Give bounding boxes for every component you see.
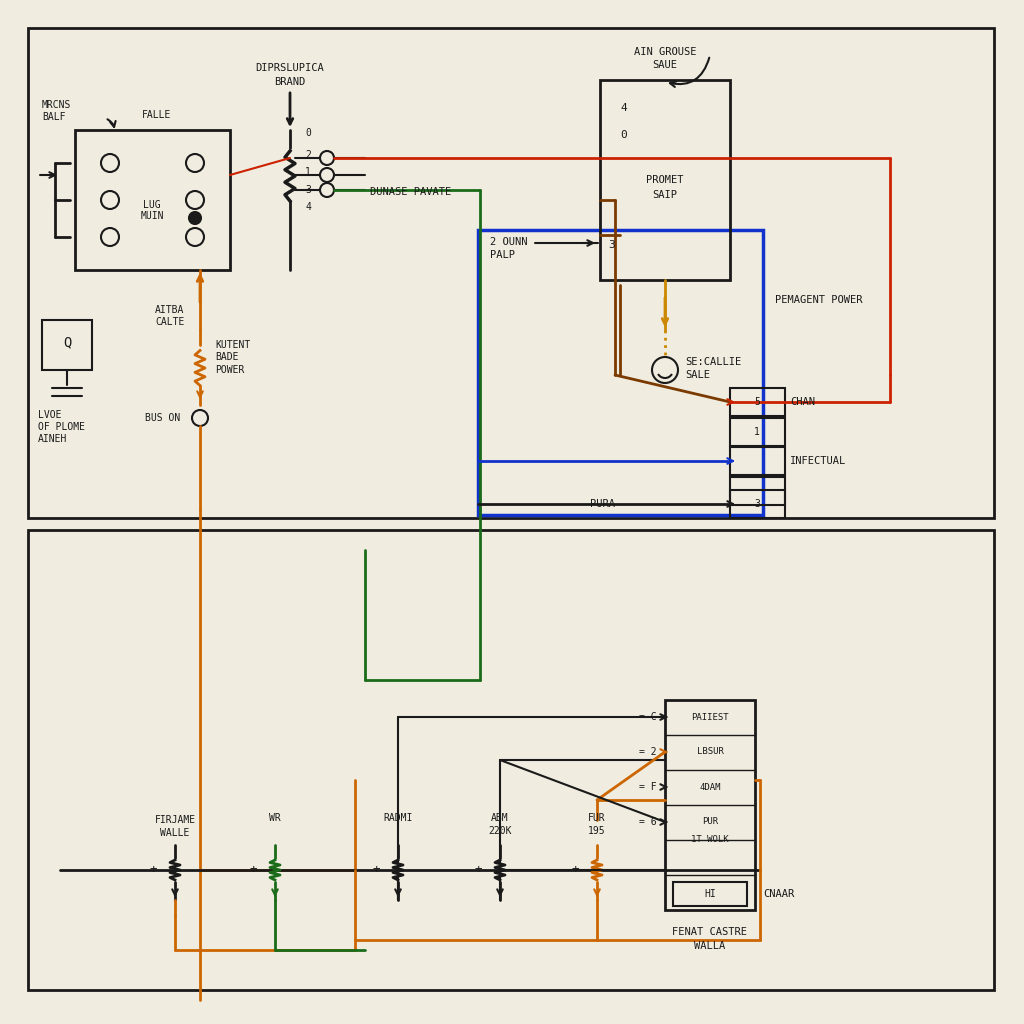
Text: 1: 1 xyxy=(754,427,760,437)
Text: SAIP: SAIP xyxy=(652,190,678,200)
Text: 195: 195 xyxy=(588,826,606,836)
Bar xyxy=(673,882,746,906)
Text: LBSUR: LBSUR xyxy=(696,748,723,757)
Text: FIRJAME: FIRJAME xyxy=(155,815,196,825)
Text: +: + xyxy=(150,863,157,877)
Text: LVOE: LVOE xyxy=(38,410,61,420)
Text: ABM: ABM xyxy=(492,813,509,823)
Text: SALE: SALE xyxy=(685,370,710,380)
Bar xyxy=(730,388,785,416)
Text: AIN GROUSE: AIN GROUSE xyxy=(634,47,696,57)
Bar xyxy=(730,490,785,518)
Bar xyxy=(730,477,785,505)
Text: CHAN: CHAN xyxy=(790,397,815,407)
Bar xyxy=(665,700,755,910)
Text: PALP: PALP xyxy=(490,250,515,260)
Text: BADE: BADE xyxy=(215,352,239,362)
Text: 2 OUNN: 2 OUNN xyxy=(490,237,527,247)
Text: 4: 4 xyxy=(620,103,627,113)
Text: 4: 4 xyxy=(305,202,311,212)
Text: DUNASE PAVATE: DUNASE PAVATE xyxy=(370,187,452,197)
Text: PUR: PUR xyxy=(701,817,718,826)
Text: CALTE: CALTE xyxy=(155,317,184,327)
Bar xyxy=(42,319,92,370)
Bar xyxy=(730,447,785,475)
Text: KUTENT: KUTENT xyxy=(215,340,250,350)
Text: +: + xyxy=(373,863,380,877)
Text: 2: 2 xyxy=(305,150,311,160)
Text: POWER: POWER xyxy=(215,365,245,375)
Text: BUS ON: BUS ON xyxy=(145,413,180,423)
Text: BRAND: BRAND xyxy=(274,77,305,87)
Text: WALLA: WALLA xyxy=(694,941,726,951)
Text: BALF: BALF xyxy=(42,112,66,122)
Bar xyxy=(75,130,230,270)
Text: FUR: FUR xyxy=(588,813,606,823)
Text: RADMI: RADMI xyxy=(383,813,413,823)
Text: +: + xyxy=(249,863,257,877)
Text: SE:CALLIE: SE:CALLIE xyxy=(685,357,741,367)
Text: FALLE: FALLE xyxy=(142,110,171,120)
Text: WALLE: WALLE xyxy=(161,828,189,838)
Text: 1: 1 xyxy=(305,167,311,177)
Text: CNAAR: CNAAR xyxy=(763,889,795,899)
Text: PROMET: PROMET xyxy=(646,175,684,185)
Bar xyxy=(478,230,763,515)
Text: INFECTUAL: INFECTUAL xyxy=(790,456,846,466)
Text: AINEH: AINEH xyxy=(38,434,68,444)
Text: DIPRSLUPICA: DIPRSLUPICA xyxy=(256,63,325,73)
Bar xyxy=(730,418,785,446)
Text: PAIIEST: PAIIEST xyxy=(691,713,729,722)
Text: 1T WOLK: 1T WOLK xyxy=(691,836,729,845)
Text: 3: 3 xyxy=(305,185,311,195)
Text: 4DAM: 4DAM xyxy=(699,782,721,792)
Bar xyxy=(600,80,730,280)
Text: +: + xyxy=(474,863,481,877)
Text: = 2: = 2 xyxy=(639,746,657,757)
Text: +: + xyxy=(571,863,579,877)
Text: MUIN: MUIN xyxy=(140,211,164,221)
Text: WR: WR xyxy=(269,813,281,823)
Text: 3: 3 xyxy=(608,240,614,250)
Text: 3: 3 xyxy=(754,499,760,509)
Text: = 6: = 6 xyxy=(639,817,657,827)
Text: OF PLOME: OF PLOME xyxy=(38,422,85,432)
Text: Q: Q xyxy=(62,335,72,349)
Text: MRCNS: MRCNS xyxy=(42,100,72,110)
Text: AITBA: AITBA xyxy=(155,305,184,315)
Text: PEMAGENT POWER: PEMAGENT POWER xyxy=(775,295,862,305)
Text: PURA: PURA xyxy=(590,499,615,509)
Bar xyxy=(28,28,994,518)
Bar xyxy=(28,530,994,990)
Text: LUG: LUG xyxy=(143,200,161,210)
Text: 220K: 220K xyxy=(488,826,512,836)
Text: = C: = C xyxy=(639,712,657,722)
Text: SAUE: SAUE xyxy=(652,60,678,70)
Text: 0: 0 xyxy=(305,128,311,138)
Text: FENAT CASTRE: FENAT CASTRE xyxy=(673,927,748,937)
Circle shape xyxy=(189,212,201,224)
Text: 0: 0 xyxy=(620,130,627,140)
Text: = F: = F xyxy=(639,782,657,792)
Text: 5: 5 xyxy=(754,397,760,407)
Text: HI: HI xyxy=(705,889,716,899)
